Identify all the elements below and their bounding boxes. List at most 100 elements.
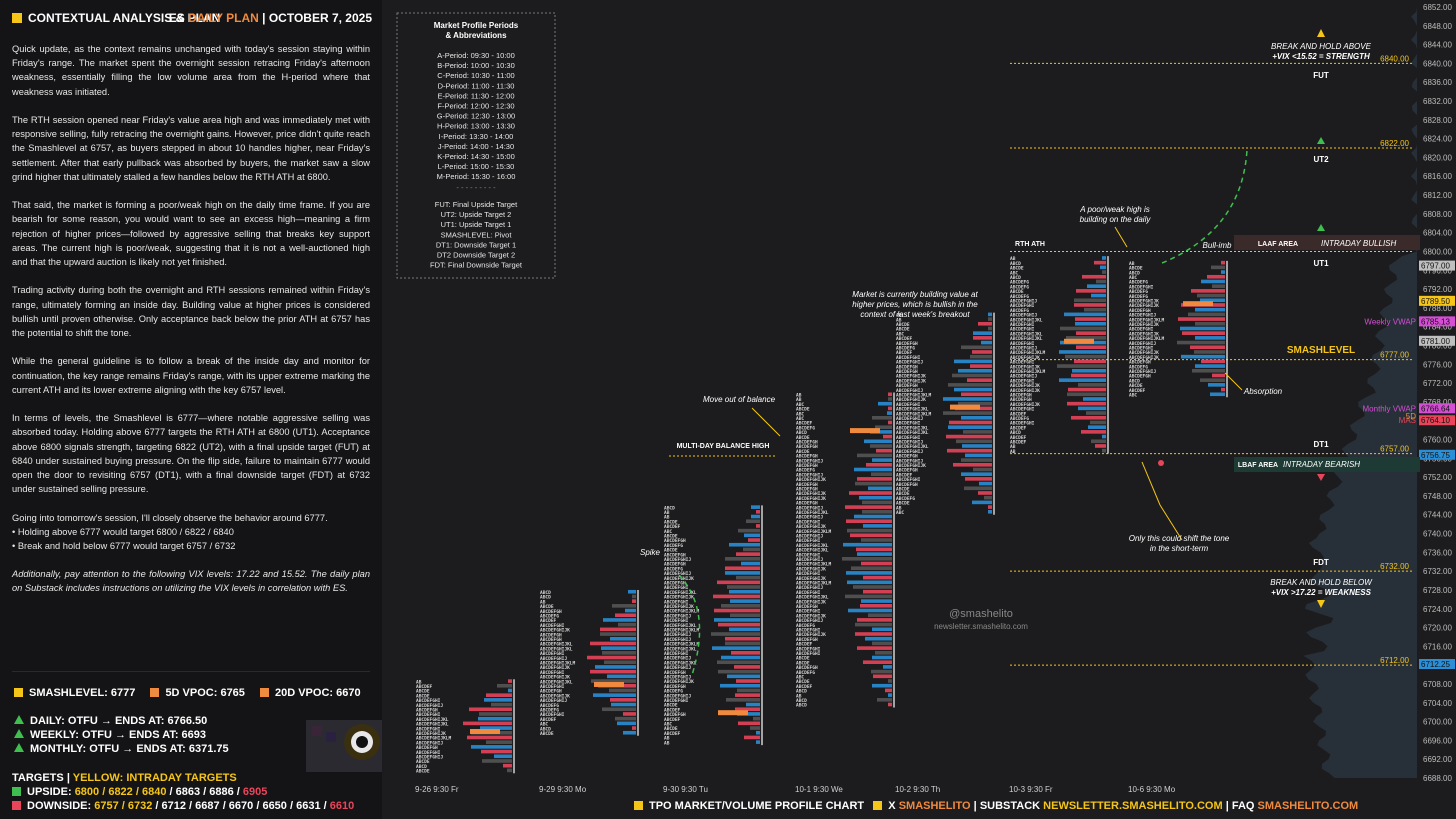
volume-bar bbox=[484, 698, 512, 702]
annotation-text: MULTI-DAY BALANCE HIGH bbox=[677, 443, 770, 450]
tpo-letters: ABCDEFGH bbox=[796, 440, 818, 446]
tpo-letters: ABCDE bbox=[416, 759, 430, 765]
tpo-letters: ABCDEFG bbox=[1010, 416, 1029, 422]
volume-bar bbox=[857, 618, 892, 622]
intraday-bearish-label: INTRADAY BEARISH bbox=[1283, 460, 1360, 469]
periods-subtitle: & Abbreviations bbox=[445, 31, 507, 40]
volume-bar bbox=[632, 599, 636, 603]
volume-bar bbox=[872, 416, 892, 420]
monthly-text: MONTHLY: OTFU → ENDS AT: 6371.75 bbox=[30, 743, 229, 755]
tpo-letters: ABCDEFGHIJKLM bbox=[664, 628, 700, 634]
annotation-text: Spike bbox=[640, 548, 661, 557]
volume-bar bbox=[868, 613, 892, 617]
volume-bar bbox=[868, 486, 892, 491]
volume-bar bbox=[862, 510, 892, 514]
tpo-letters: ABCDEFGHIJKL bbox=[896, 430, 929, 436]
volume-bar bbox=[507, 768, 512, 773]
volume-bar bbox=[1195, 307, 1225, 312]
volume-bar bbox=[953, 462, 992, 467]
plan-bullet: • Holding above 6777 would target 6800 /… bbox=[12, 526, 234, 537]
smashlevel-legend: SMASHLEVEL: 6777 bbox=[29, 687, 136, 699]
tpo-letters: ABCDEFGHIJK bbox=[896, 397, 926, 403]
tpo-letters: ABCDEF bbox=[796, 642, 813, 648]
volume-bar bbox=[888, 420, 892, 425]
volume-bar bbox=[961, 415, 992, 420]
volume-bar bbox=[1074, 359, 1106, 364]
volume-bar bbox=[861, 599, 892, 603]
volume-bar bbox=[714, 618, 760, 622]
y-tick-label: 6720.00 bbox=[1423, 624, 1452, 633]
x-handle-link[interactable]: SMASHELITO bbox=[898, 800, 971, 812]
laaf-area-band bbox=[1234, 235, 1420, 250]
volume-bar bbox=[988, 326, 992, 331]
session-profile: ABABABCABCDEABCABCABCDEFABCDEFGABCDABCDE… bbox=[795, 392, 895, 794]
tpo-letters: ABCDE bbox=[796, 660, 810, 666]
volume-bar bbox=[875, 425, 892, 429]
volume-bar bbox=[1088, 425, 1106, 429]
tpo-letters: AB bbox=[664, 740, 670, 746]
y-tick-label: 6748.00 bbox=[1423, 492, 1452, 501]
session-profile: ABCDABCDABABCDEABCDEFGHABCDEFGABCDEFABCD… bbox=[539, 589, 639, 794]
volume-bar bbox=[857, 552, 892, 556]
y-tick-label: 6768.00 bbox=[1423, 398, 1452, 407]
period-entry: J-Period: 14:00 - 14:30 bbox=[438, 142, 514, 151]
tpo-letters: ABCDE bbox=[796, 679, 810, 685]
tpo-letters: ABCDEF bbox=[896, 336, 913, 342]
y-tick-label: 6708.00 bbox=[1423, 680, 1452, 689]
footer-square-icon bbox=[873, 801, 883, 810]
session-profile: ABABCDEABCDABCABCDEFGABCDEFGHIABCDEFGABC… bbox=[1128, 260, 1228, 794]
volume-bar bbox=[979, 481, 992, 486]
annotation-text: Move out of balance bbox=[703, 395, 776, 404]
weekly-text: WEEKLY: OTFU → ENDS AT: 6693 bbox=[30, 729, 207, 741]
footer-square-icon bbox=[634, 801, 643, 810]
volume-bar bbox=[482, 759, 512, 763]
tpo-letters: AB bbox=[1129, 261, 1135, 267]
tpo-letters: ABCDEFGH bbox=[540, 637, 562, 643]
vwap-label: Weekly VWAP bbox=[1364, 317, 1416, 326]
tpo-letters: ABCDEFGH bbox=[1129, 360, 1151, 366]
level-price-label: 6757.00 bbox=[1380, 445, 1409, 454]
volume-bar bbox=[480, 726, 512, 730]
price-tag-label: 6712.25 bbox=[1421, 660, 1450, 669]
volume-bar bbox=[486, 740, 512, 744]
y-tick-label: 6740.00 bbox=[1423, 530, 1452, 539]
volume-bar bbox=[1086, 411, 1106, 415]
tpo-letters: ABCDEFGHI bbox=[416, 750, 441, 756]
volume-bar bbox=[1221, 270, 1225, 274]
volume-bar bbox=[845, 594, 892, 599]
volume-bar bbox=[855, 622, 892, 627]
panel-title: CONTEXTUAL ANALYSIS & PLAN bbox=[28, 11, 221, 25]
intraday-targets-label: YELLOW: INTRADAY TARGETS bbox=[72, 772, 237, 784]
tpo-letters: ABCDEFGHIJK bbox=[416, 731, 446, 737]
tpo-letters: ABCDEFGHIJ bbox=[796, 472, 823, 478]
tpo-letters: ABCDEFGH bbox=[540, 632, 562, 638]
volume-bar bbox=[746, 519, 760, 524]
bull-arrow-path bbox=[1161, 149, 1248, 264]
volume-bar bbox=[748, 538, 760, 542]
tpo-letters: ABCDEFGHIJKL bbox=[416, 717, 449, 723]
volume-bar bbox=[988, 312, 992, 317]
tpo-letters: ABCDEFGH bbox=[664, 670, 686, 676]
annotation-text: in the short-term bbox=[1150, 544, 1209, 553]
tpo-letters: ABCDEFGHIJKL bbox=[664, 590, 697, 596]
level-price-label: 6840.00 bbox=[1380, 54, 1409, 63]
tpo-letters: ABCDEFGH bbox=[896, 364, 918, 370]
volume-bar bbox=[978, 491, 992, 495]
faq-link[interactable]: SMASHELITO.COM bbox=[1257, 800, 1359, 812]
volume-bar bbox=[972, 500, 992, 505]
tpo-letters: ABCDEFGHI bbox=[796, 552, 821, 558]
tpo-letters: ABCDEFG bbox=[1010, 284, 1029, 290]
substack-link[interactable]: NEWSLETTER.SMASHELITO.COM bbox=[1043, 800, 1223, 812]
volume-bar bbox=[1194, 350, 1225, 354]
volume-bar bbox=[463, 721, 512, 726]
tpo-letters: ABCDE bbox=[664, 519, 678, 525]
tpo-letters: ABCDE bbox=[416, 693, 430, 699]
abbreviation-entry: FUT: Final Upside Target bbox=[435, 200, 518, 209]
tpo-letters: ABCDEFG bbox=[540, 707, 559, 713]
tpo-letters: ABCD bbox=[540, 726, 551, 732]
tpo-letters: ABCDEFGHIJ bbox=[796, 505, 823, 511]
tpo-letters: ABCDEFGHI bbox=[664, 585, 689, 591]
tpo-letters: ABCDEFGHIJKL bbox=[540, 646, 573, 652]
poc-marker bbox=[950, 404, 980, 410]
tpo-letters: ABCDEFGHI bbox=[664, 599, 689, 605]
